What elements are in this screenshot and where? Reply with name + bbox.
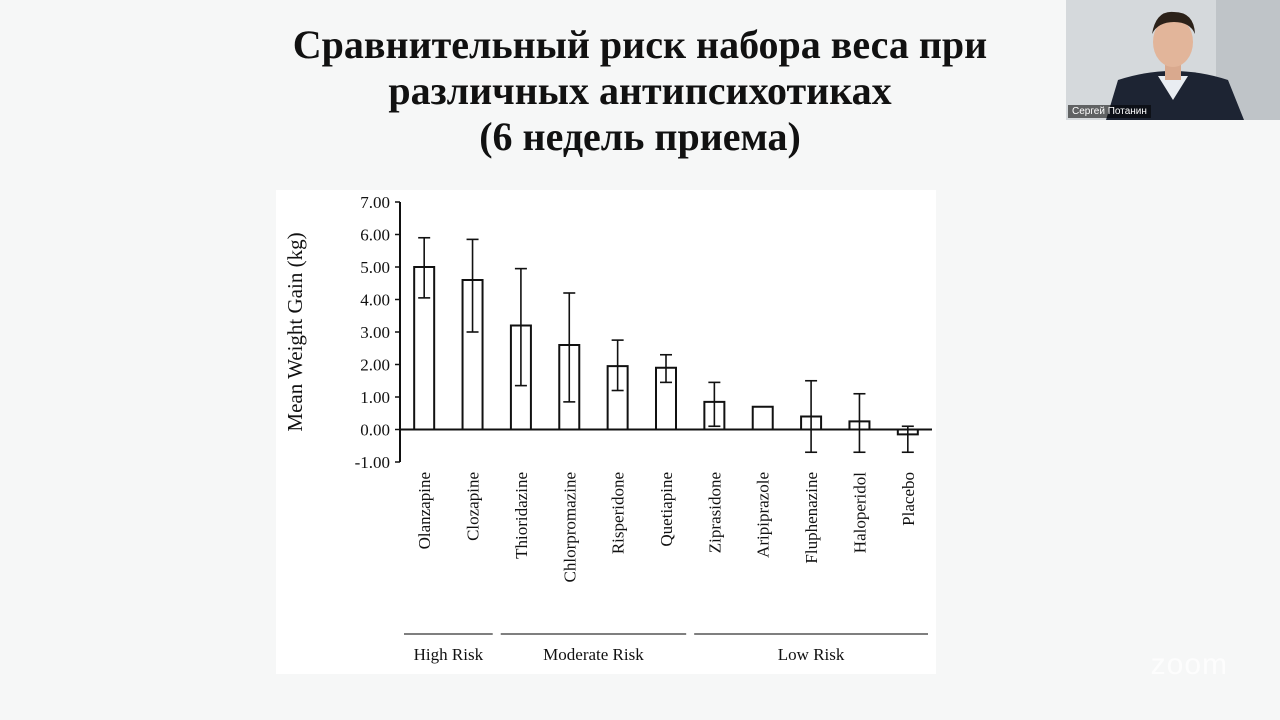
category-label: Chlorpromazine xyxy=(560,472,579,582)
group-label: High Risk xyxy=(414,645,484,664)
category-label: Ziprasidone xyxy=(705,472,724,553)
slide-title: Сравнительный риск набора веса при разли… xyxy=(0,22,1280,160)
category-label: Olanzapine xyxy=(415,472,434,549)
y-tick-label: 5.00 xyxy=(360,258,390,277)
category-label: Thioridazine xyxy=(512,472,531,559)
category-label: Haloperidol xyxy=(850,472,869,553)
y-tick-label: 0.00 xyxy=(360,421,390,440)
participant-video[interactable]: Сергей Потанин xyxy=(1066,0,1280,120)
chart-panel: 7.00 6.00 5.00 4.00 3.00 2.00 1.00 0.00 -1.00 Mea… xyxy=(276,190,936,674)
y-tick-label: 1.00 xyxy=(360,388,390,407)
slide-title-line-3: (6 недель приема) xyxy=(479,114,801,159)
y-tick-label: 4.00 xyxy=(360,291,390,310)
category-label: Quetiapine xyxy=(657,472,676,547)
category-label: Aripiprazole xyxy=(754,472,773,558)
bar-aripiprazole xyxy=(751,405,774,431)
group-label: Moderate Risk xyxy=(543,645,644,664)
y-tick-label: 6.00 xyxy=(360,226,390,245)
slide-title-line-2: различных антипсихотиках xyxy=(388,68,892,113)
participant-avatar xyxy=(1066,0,1280,120)
y-tick-label: 7.00 xyxy=(360,193,390,212)
y-tick-label: -1.00 xyxy=(355,453,390,472)
y-axis-label: Mean Weight Gain (kg) xyxy=(283,232,307,431)
category-label: Placebo xyxy=(899,472,918,526)
group-label: Low Risk xyxy=(778,645,845,664)
y-tick-label: 3.00 xyxy=(360,323,390,342)
category-label: Fluphenazine xyxy=(802,472,821,564)
category-label: Risperidone xyxy=(609,472,628,554)
category-label: Clozapine xyxy=(464,472,483,541)
zoom-watermark: zoom xyxy=(1150,648,1228,681)
y-tick-label: 2.00 xyxy=(360,356,390,375)
weight-gain-chart: 7.00 6.00 5.00 4.00 3.00 2.00 1.00 0.00 -1.00 Mea… xyxy=(283,193,932,664)
slide-title-line-1: Сравнительный риск набора веса при xyxy=(292,22,988,67)
participant-name: Сергей Потанин xyxy=(1068,105,1151,118)
